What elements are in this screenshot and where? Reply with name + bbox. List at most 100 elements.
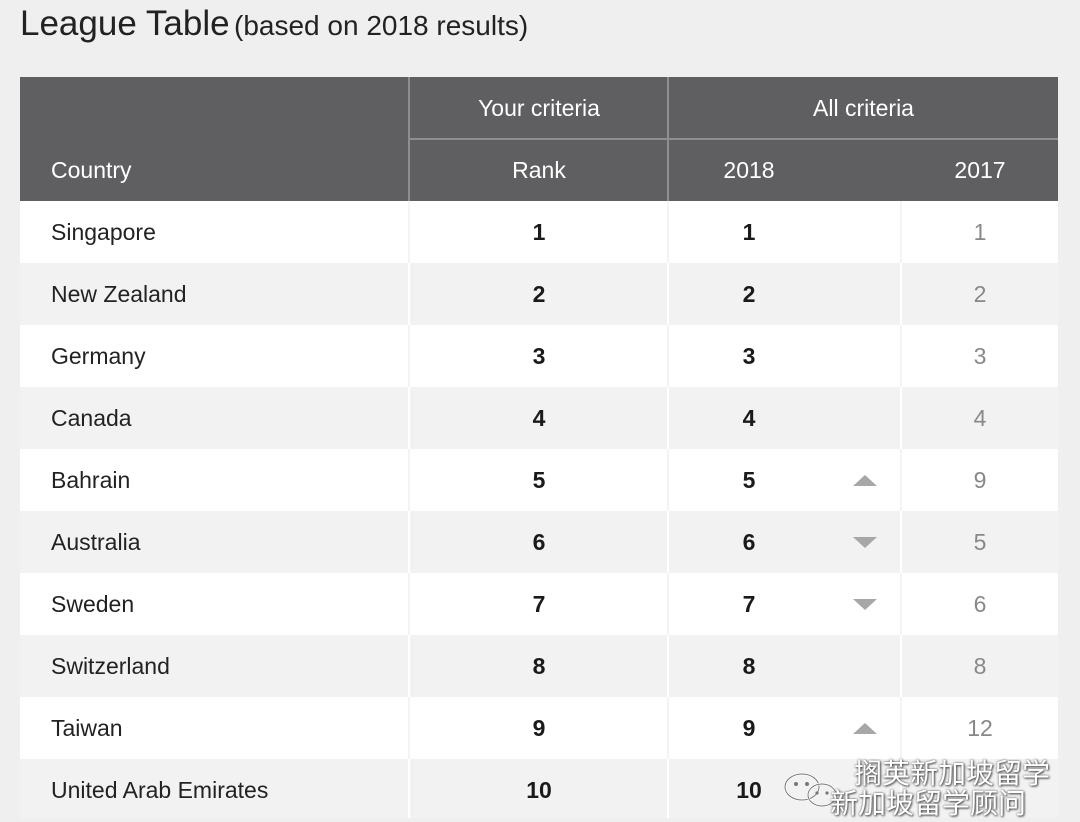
column-separator xyxy=(667,635,669,697)
column-separator xyxy=(408,759,410,818)
table-row[interactable]: Australia 6 6 5 xyxy=(20,511,1058,573)
column-separator xyxy=(408,387,410,449)
column-separator xyxy=(408,635,410,697)
column-separator xyxy=(408,697,410,759)
rank-cell: 6 xyxy=(532,528,546,555)
table-row[interactable]: Canada 4 4 4 xyxy=(20,387,1058,449)
column-group-all-criteria: All criteria xyxy=(813,94,914,121)
column-separator xyxy=(667,387,669,449)
rank-2017-cell: 2 xyxy=(973,280,987,307)
trend-cell xyxy=(829,573,901,635)
column-header-2017[interactable]: 2017 xyxy=(954,157,1006,183)
table-row[interactable]: United Arab Emirates 10 10 xyxy=(20,759,1058,818)
trend-cell xyxy=(829,697,901,759)
column-separator xyxy=(900,201,902,263)
column-separator xyxy=(667,201,669,263)
column-separator xyxy=(408,573,410,635)
rank-2017-cell: 8 xyxy=(973,652,987,679)
column-separator xyxy=(900,635,902,697)
rank-2017-cell: 6 xyxy=(973,590,987,617)
table-row[interactable]: Singapore 1 1 1 xyxy=(20,201,1058,263)
column-separator xyxy=(667,511,669,573)
rank-2018-cell: 1 xyxy=(742,218,756,245)
rank-2017-cell: 12 xyxy=(967,714,993,741)
wechat-icon xyxy=(783,772,838,808)
rank-cell: 3 xyxy=(532,342,546,369)
header-divider xyxy=(410,138,1058,140)
column-separator xyxy=(667,325,669,387)
rank-2018-cell: 5 xyxy=(742,466,756,493)
rank-2017-cell: 3 xyxy=(973,342,987,369)
league-table: Country Your criteria All criteria Rank … xyxy=(20,77,1058,818)
trend-cell xyxy=(829,387,901,449)
column-separator xyxy=(900,573,902,635)
page-title-sub: (based on 2018 results) xyxy=(234,10,529,41)
rank-2018-cell: 8 xyxy=(742,652,756,679)
rank-2017-cell: 4 xyxy=(973,404,987,431)
column-separator xyxy=(900,263,902,325)
arrow-down-icon xyxy=(853,598,877,610)
rank-2018-cell: 3 xyxy=(742,342,756,369)
page-title: League Table (based on 2018 results) xyxy=(20,2,528,46)
column-separator xyxy=(408,201,410,263)
table-row[interactable]: Bahrain 5 5 9 xyxy=(20,449,1058,511)
column-separator xyxy=(408,325,410,387)
rank-2018-cell: 4 xyxy=(742,404,756,431)
column-separator xyxy=(408,263,410,325)
country-cell: Taiwan xyxy=(51,714,123,741)
rank-cell: 1 xyxy=(532,218,546,245)
column-separator xyxy=(900,387,902,449)
country-cell: Bahrain xyxy=(51,466,131,493)
country-cell: Switzerland xyxy=(51,652,170,679)
rank-cell: 7 xyxy=(532,590,546,617)
country-cell: Canada xyxy=(51,404,132,431)
watermark-text-primary: 搁英新加坡留学 xyxy=(854,758,1051,789)
rank-2018-cell: 7 xyxy=(742,590,756,617)
table-header: Country Your criteria All criteria Rank … xyxy=(20,77,1058,201)
rank-cell: 2 xyxy=(532,280,546,307)
column-header-rank[interactable]: Rank xyxy=(512,157,566,183)
header-divider xyxy=(408,77,410,201)
rank-2017-cell: 5 xyxy=(973,528,987,555)
trend-cell xyxy=(829,449,901,511)
arrow-up-icon xyxy=(853,722,877,734)
column-separator xyxy=(408,449,410,511)
rank-2018-cell: 6 xyxy=(742,528,756,555)
table-row[interactable]: Sweden 7 7 6 xyxy=(20,573,1058,635)
column-separator xyxy=(667,263,669,325)
country-cell: United Arab Emirates xyxy=(51,776,269,803)
table-row[interactable]: Germany 3 3 3 xyxy=(20,325,1058,387)
country-cell: Singapore xyxy=(51,218,156,245)
table-row[interactable]: Switzerland 8 8 8 xyxy=(20,635,1058,697)
rank-2018-cell: 10 xyxy=(736,776,762,803)
column-separator xyxy=(667,759,669,818)
watermark-text-secondary: 新加坡留学顾问 xyxy=(830,788,1027,819)
column-separator xyxy=(667,697,669,759)
trend-cell xyxy=(829,263,901,325)
trend-cell xyxy=(829,511,901,573)
arrow-up-icon xyxy=(853,474,877,486)
table-row[interactable]: Taiwan 9 9 12 xyxy=(20,697,1058,759)
column-separator xyxy=(408,511,410,573)
rank-2017-cell: 9 xyxy=(973,466,987,493)
rank-cell: 4 xyxy=(532,404,546,431)
rank-cell: 5 xyxy=(532,466,546,493)
table-row[interactable]: New Zealand 2 2 2 xyxy=(20,263,1058,325)
column-header-2018[interactable]: 2018 xyxy=(723,157,775,183)
page-title-main: League Table xyxy=(20,4,230,43)
trend-cell xyxy=(829,325,901,387)
column-header-country[interactable]: Country xyxy=(51,156,132,183)
country-cell: Sweden xyxy=(51,590,135,617)
rank-2017-cell: 1 xyxy=(973,218,987,245)
rank-cell: 10 xyxy=(526,776,552,803)
rank-cell: 8 xyxy=(532,652,546,679)
column-separator xyxy=(900,759,902,818)
rank-cell: 9 xyxy=(532,714,546,741)
column-separator xyxy=(900,511,902,573)
arrow-down-icon xyxy=(853,536,877,548)
column-separator xyxy=(667,449,669,511)
column-separator xyxy=(900,449,902,511)
trend-cell xyxy=(829,201,901,263)
column-group-your-criteria: Your criteria xyxy=(478,94,600,121)
trend-cell xyxy=(829,635,901,697)
